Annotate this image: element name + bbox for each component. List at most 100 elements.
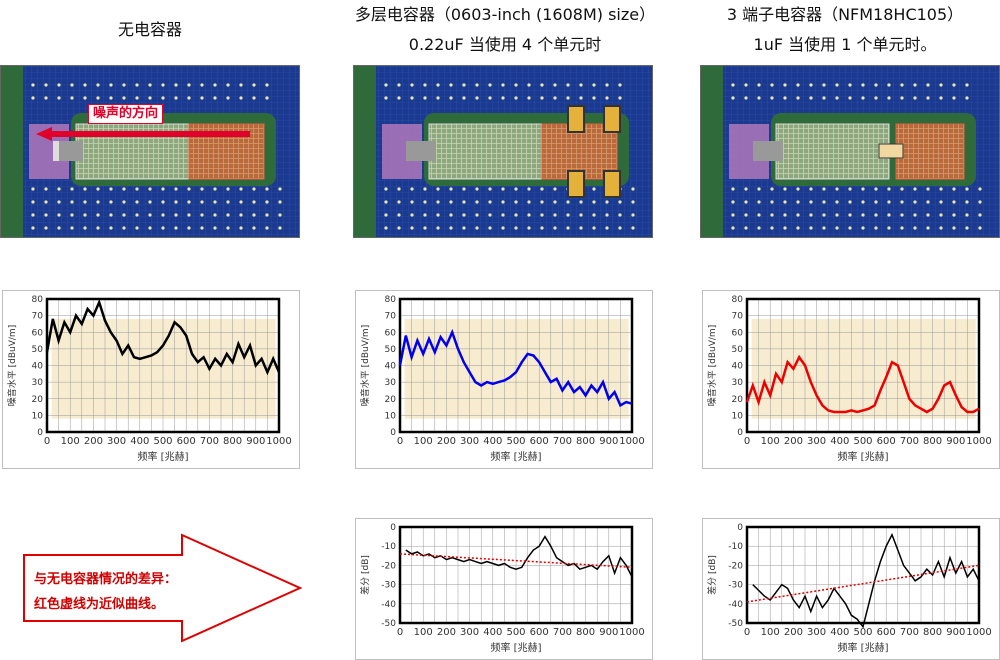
x-tick-label: 200 — [84, 436, 103, 447]
y-tick-label: 60 — [32, 328, 44, 338]
x-tick-label: 100 — [414, 627, 433, 638]
spectrum-envelope — [751, 318, 976, 419]
x-tick-label: 700 — [553, 436, 572, 447]
pcb-image-three-terminal — [700, 65, 1000, 238]
x-tick-label: 0 — [744, 436, 750, 447]
x-tick-label: 100 — [761, 627, 780, 638]
x-tick-label: 700 — [553, 627, 572, 638]
x-tick-label: 900 — [246, 436, 265, 447]
x-tick-label: 200 — [784, 627, 803, 638]
y-tick-label: 40 — [385, 362, 397, 372]
difference-arrow — [22, 533, 304, 643]
plot-border — [745, 297, 981, 434]
x-tick-label: 800 — [923, 436, 942, 447]
y-tick-label: 0 — [37, 428, 43, 438]
y-tick-label: 0 — [737, 428, 743, 438]
spectrum-envelope — [51, 318, 276, 419]
y-tick-label: 50 — [385, 345, 397, 355]
heading-mlcc-line1: 多层电容器（0603-inch (1608M) size） — [354, 5, 656, 24]
x-tick-label: 300 — [460, 627, 479, 638]
heading-mlcc: 多层电容器（0603-inch (1608M) size） 0.22uF 当使用… — [335, 0, 675, 60]
x-tick-label: 900 — [599, 627, 618, 638]
y-tick-label: -40 — [728, 600, 743, 610]
chart-grid — [46, 298, 280, 433]
pcb-board-graphic — [1, 66, 299, 237]
x-tick-label: 800 — [576, 627, 595, 638]
y-tick-label: 20 — [732, 395, 744, 405]
x-tick-label: 0 — [397, 436, 403, 447]
x-tick-label: 0 — [397, 627, 403, 638]
y-tick-label: 10 — [32, 411, 44, 421]
x-tick-label: 100 — [61, 436, 80, 447]
x-tick-label: 400 — [483, 627, 502, 638]
y-tick-label: -40 — [381, 600, 396, 610]
x-tick-label: 200 — [437, 627, 456, 638]
y-tick-label: 70 — [385, 312, 397, 322]
x-tick-label: 600 — [877, 627, 896, 638]
x-tick-label: 800 — [576, 436, 595, 447]
series-line — [745, 354, 980, 414]
y-tick-label: -30 — [728, 581, 743, 591]
x-tick-label: 500 — [506, 436, 525, 447]
difference-note: 与无电容器情况的差异： 红色虚线为近似曲线。 — [34, 567, 234, 617]
noise-chart-svg: 0 100 200 300 400 500 600 700 800 900 1000 0 10 20 30 4… — [359, 295, 645, 463]
chart-grid — [399, 298, 633, 433]
x-tick-label: 500 — [153, 436, 172, 447]
x-tick-label: 200 — [784, 436, 803, 447]
x-tick-label: 600 — [177, 436, 196, 447]
x-axis-label: 频率 [兆赫] — [138, 450, 189, 463]
difference-note-line2: 红色虚线为近似曲线。 — [34, 597, 165, 612]
diff-chart-mlcc: 0 100 200 300 400 500 600 700 800 900 1000 0 -10 -20 -… — [355, 518, 653, 660]
x-tick-label: 1000 — [619, 436, 644, 447]
difference-arrow-shape — [23, 533, 303, 643]
y-tick-label: 20 — [385, 395, 397, 405]
chart-grid — [399, 526, 633, 624]
x-tick-label: 300 — [460, 436, 479, 447]
series-line — [752, 532, 980, 629]
pcb-board-graphic-three-terminal — [701, 66, 999, 237]
x-tick-label: 700 — [900, 627, 919, 638]
y-tick-label: 0 — [737, 523, 743, 533]
chart-grid — [746, 298, 980, 433]
x-tick-label: 900 — [599, 436, 618, 447]
x-tick-label: 100 — [414, 436, 433, 447]
x-tick-label: 600 — [877, 436, 896, 447]
noise-chart-no-capacitor: 0 100 200 300 400 500 600 700 800 900 1000 0 10 20 30 4… — [2, 290, 300, 469]
y-tick-label: 70 — [32, 312, 44, 322]
x-tick-label: 400 — [483, 436, 502, 447]
noise-chart-svg: 0 100 200 300 400 500 600 700 800 900 1000 0 10 20 30 4… — [6, 295, 292, 463]
y-tick-label: -20 — [381, 561, 396, 571]
x-tick-label: 400 — [830, 627, 849, 638]
x-tick-label: 800 — [923, 627, 942, 638]
difference-note-line1: 与无电容器情况的差异： — [34, 572, 178, 587]
y-tick-label: 60 — [732, 328, 744, 338]
noise-chart-mlcc: 0 100 200 300 400 500 600 700 800 900 1000 0 10 20 30 4… — [355, 290, 653, 469]
y-tick-label: 10 — [385, 411, 397, 421]
diff-chart-svg: 0 100 200 300 400 500 600 700 800 900 1000 0 -10 -20 -… — [706, 523, 992, 654]
pcb-image-mlcc — [353, 65, 653, 238]
trend-line — [399, 553, 633, 569]
y-tick-label: -50 — [381, 619, 396, 629]
x-axis-label: 频率 [兆赫] — [491, 450, 542, 463]
y-tick-label: 30 — [32, 378, 44, 388]
x-tick-label: 600 — [530, 436, 549, 447]
diff-chart-three-terminal: 0 100 200 300 400 500 600 700 800 900 1000 0 -10 -20 -… — [702, 518, 1000, 660]
y-axis-label: 噪音水平 [dBuV/m] — [706, 325, 718, 406]
heading-three-terminal-line2: 1uF 当使用 1 个单元时。 — [753, 35, 937, 54]
plot-border — [45, 297, 281, 434]
heading-mlcc-line2: 0.22uF 当使用 4 个单元时 — [408, 35, 602, 54]
heading-no-capacitor-text: 无电容器 — [117, 20, 182, 39]
x-tick-label: 1000 — [266, 436, 291, 447]
noise-chart-three-terminal: 0 100 200 300 400 500 600 700 800 900 1000 0 10 20 30 4… — [702, 290, 1000, 469]
x-tick-label: 500 — [853, 627, 872, 638]
y-tick-label: 0 — [390, 523, 396, 533]
x-tick-label: 1000 — [966, 627, 991, 638]
y-tick-label: 70 — [732, 312, 744, 322]
x-tick-label: 400 — [830, 436, 849, 447]
noise-arrow-shape — [36, 127, 250, 141]
y-tick-label: 50 — [732, 345, 744, 355]
x-tick-label: 100 — [761, 436, 780, 447]
y-tick-label: 40 — [32, 362, 44, 372]
x-tick-label: 800 — [223, 436, 242, 447]
plot-border — [398, 525, 634, 625]
